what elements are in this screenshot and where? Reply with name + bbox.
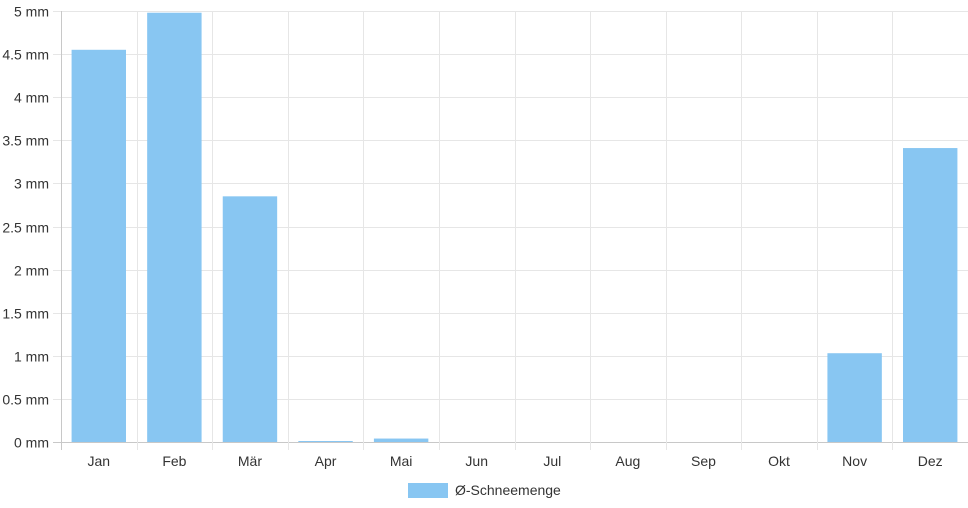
y-tick-label: 3.5 mm (2, 133, 49, 149)
y-tick-label: 2 mm (14, 263, 49, 279)
x-tick-label: Feb (162, 453, 186, 469)
x-tick-label: Dez (918, 453, 943, 469)
y-tick-label: 0.5 mm (2, 392, 49, 408)
bar-Apr[interactable] (298, 441, 353, 442)
legend-label: Ø-Schneemenge (455, 482, 561, 498)
bars (71, 12, 958, 443)
y-tick-label: 1.5 mm (2, 306, 49, 322)
bar-Jan[interactable] (71, 49, 127, 442)
bar-Feb[interactable] (147, 12, 202, 443)
y-tick-label: 3 mm (14, 176, 49, 192)
legend[interactable]: Ø-Schneemenge (408, 482, 561, 498)
y-tick-label: 5 mm (14, 4, 49, 20)
x-tick-label: Apr (315, 453, 337, 469)
y-tick-label: 1 mm (14, 349, 49, 365)
y-tick-label: 4 mm (14, 90, 49, 106)
x-tick-label: Mär (238, 453, 262, 469)
x-tick-label: Jan (88, 453, 111, 469)
bar-Dez[interactable] (902, 148, 958, 443)
y-tick-label: 2.5 mm (2, 220, 49, 236)
x-tick-label: Mai (390, 453, 413, 469)
legend-swatch (408, 483, 448, 498)
bar-Nov[interactable] (827, 353, 882, 442)
bar-Mär[interactable] (222, 196, 278, 442)
x-tick-label: Sep (691, 453, 716, 469)
x-tick-label: Nov (842, 453, 867, 469)
x-tick-label: Aug (615, 453, 640, 469)
x-tick-label: Jul (543, 453, 561, 469)
grid (53, 11, 968, 450)
axes: 0 mm 0.5 mm 1 mm 1.5 mm 2 mm 2.5 mm 3 mm 3.5 mm… (2, 4, 942, 470)
x-tick-label: Okt (768, 453, 790, 469)
y-tick-label: 4.5 mm (2, 47, 49, 63)
y-tick-label: 0 mm (14, 435, 49, 451)
x-tick-label: Jun (465, 453, 488, 469)
bar-Mai[interactable] (373, 438, 429, 442)
